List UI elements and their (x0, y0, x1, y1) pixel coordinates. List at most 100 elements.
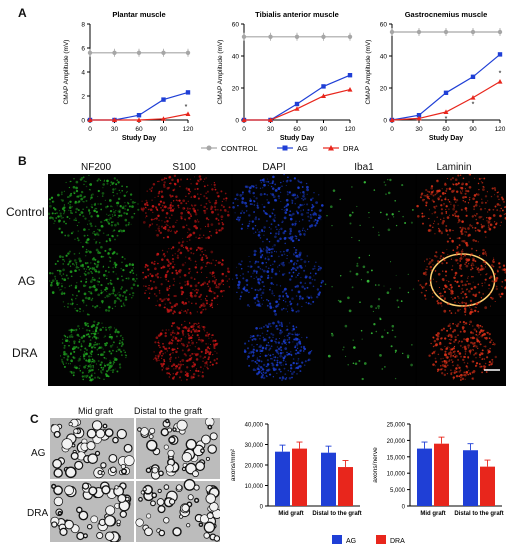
signal-dot (278, 264, 281, 267)
bar-dra-distal-to-the-graft (480, 466, 495, 506)
signal-dot (462, 196, 465, 199)
signal-dot (104, 270, 107, 272)
signal-dot (89, 339, 92, 341)
signal-dot (164, 254, 166, 257)
signal-dot (255, 216, 257, 219)
signal-dot (314, 212, 317, 216)
signal-dot (435, 343, 438, 347)
signal-dot (448, 302, 450, 304)
signal-dot (339, 300, 342, 303)
signal-dot (464, 314, 466, 316)
signal-dot (215, 279, 217, 281)
signal-dot (286, 328, 289, 331)
myelinated-axon (142, 487, 147, 492)
signal-dot (504, 271, 506, 274)
signal-dot (87, 250, 90, 252)
signal-dot (465, 365, 468, 368)
signal-dot (169, 374, 171, 376)
signal-dot (314, 224, 317, 227)
signal-dot (200, 371, 202, 373)
signal-dot (272, 353, 274, 356)
signal-dot (170, 352, 172, 355)
signal-dot (92, 345, 95, 348)
signal-dot (296, 211, 299, 214)
signal-dot (161, 220, 163, 222)
signal-dot (213, 280, 217, 283)
signal-dot (203, 253, 205, 256)
signal-dot (157, 357, 159, 360)
signal-dot (185, 224, 188, 226)
signal-dot (464, 304, 468, 308)
signal-dot (302, 199, 305, 201)
signal-dot (483, 186, 485, 188)
signal-dot (308, 225, 312, 228)
signal-dot (156, 272, 159, 275)
signal-dot (181, 329, 185, 333)
signal-dot (73, 342, 76, 345)
signal-dot (465, 244, 469, 247)
signal-dot (263, 372, 265, 374)
signal-dot (79, 348, 82, 351)
myelinated-axon (167, 427, 173, 433)
signal-dot (80, 242, 82, 244)
signal-dot (493, 280, 496, 283)
signal-dot (288, 237, 291, 240)
signal-dot (267, 276, 270, 279)
signal-dot (289, 217, 293, 221)
signal-dot (176, 326, 179, 328)
signal-dot (462, 355, 466, 359)
signal-dot (180, 379, 183, 381)
signal-dot (82, 334, 86, 338)
signal-dot (480, 334, 484, 338)
signal-dot (464, 263, 466, 265)
signal-dot (312, 197, 314, 199)
signal-dot (112, 286, 115, 289)
signal-dot (283, 273, 286, 275)
signal-dot (450, 203, 452, 205)
signal-dot (64, 234, 67, 237)
signal-dot (301, 218, 304, 221)
signal-dot (132, 294, 134, 297)
signal-dot (66, 336, 69, 339)
signal-dot (63, 204, 66, 206)
panel-letter-a: A (18, 6, 27, 20)
signal-dot (169, 206, 172, 210)
point-control (497, 29, 503, 35)
signal-dot (124, 351, 127, 354)
signal-dot (267, 178, 269, 180)
signal-dot (167, 297, 170, 301)
signal-dot (83, 228, 86, 231)
signal-dot (192, 289, 194, 291)
signal-dot (204, 254, 207, 257)
signal-dot (251, 227, 255, 230)
signal-dot (109, 361, 112, 365)
x-tick-label: 30 (415, 126, 423, 133)
signal-dot (472, 259, 475, 262)
signal-dot (176, 343, 178, 345)
signal-dot (285, 377, 288, 379)
signal-dot (215, 199, 218, 202)
signal-dot (457, 182, 460, 185)
signal-dot (186, 366, 189, 369)
signal-dot (301, 229, 304, 232)
signal-dot (172, 312, 175, 315)
signal-dot (119, 348, 121, 351)
signal-dot (299, 298, 301, 300)
signal-dot (256, 289, 259, 291)
signal-dot (481, 349, 484, 352)
signal-dot (432, 226, 434, 229)
signal-dot (191, 340, 193, 342)
signal-dot (485, 236, 487, 238)
signal-dot (492, 343, 494, 346)
signal-dot (88, 290, 90, 293)
signal-dot (189, 294, 193, 297)
signal-dot (209, 201, 211, 204)
signal-dot (351, 211, 354, 214)
signal-dot (134, 201, 137, 204)
signal-dot (97, 284, 99, 286)
signal-dot (176, 199, 179, 202)
x-axis-label: Study Day (429, 135, 463, 142)
signal-dot (469, 283, 471, 285)
signal-dot (109, 256, 112, 259)
bar-ag-mid-graft (417, 448, 432, 506)
